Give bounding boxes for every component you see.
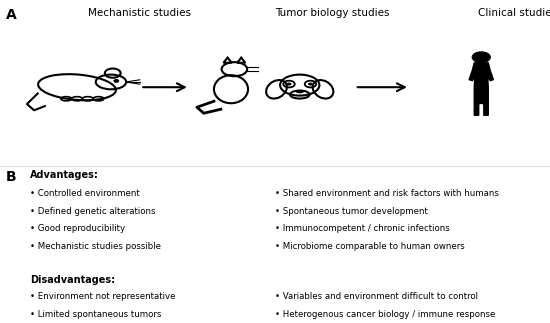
Text: • Controlled environment: • Controlled environment [30, 189, 140, 198]
Text: Tumor biology studies: Tumor biology studies [275, 8, 389, 18]
Text: • Immunocompetent / chronic infections: • Immunocompetent / chronic infections [275, 224, 450, 234]
Circle shape [287, 83, 292, 86]
Text: • Spontaneous tumor development: • Spontaneous tumor development [275, 207, 428, 216]
Ellipse shape [296, 90, 304, 93]
Text: Clinical studies: Clinical studies [478, 8, 550, 18]
Text: • Heterogenous cancer biology / immune response: • Heterogenous cancer biology / immune r… [275, 310, 496, 319]
Text: • Good reproducibility: • Good reproducibility [30, 224, 125, 234]
Text: • Limited spontaneous tumors: • Limited spontaneous tumors [30, 310, 162, 319]
Circle shape [114, 80, 118, 82]
Text: • Mechanistic studies possible: • Mechanistic studies possible [30, 242, 161, 251]
Text: • Defined genetic alterations: • Defined genetic alterations [30, 207, 156, 216]
Circle shape [308, 83, 313, 86]
Polygon shape [469, 63, 493, 115]
Text: • Shared environment and risk factors with humans: • Shared environment and risk factors wi… [275, 189, 499, 198]
Text: B: B [6, 170, 16, 183]
Text: Mechanistic studies: Mechanistic studies [88, 8, 191, 18]
Circle shape [472, 52, 490, 62]
Text: • Microbiome comparable to human owners: • Microbiome comparable to human owners [275, 242, 465, 251]
Text: • Environment not representative: • Environment not representative [30, 292, 176, 301]
Text: Advantages:: Advantages: [30, 170, 99, 180]
Text: A: A [6, 8, 16, 22]
Text: Disadvantages:: Disadvantages: [30, 275, 116, 285]
Text: • Variables and environment difficult to control: • Variables and environment difficult to… [275, 292, 478, 301]
